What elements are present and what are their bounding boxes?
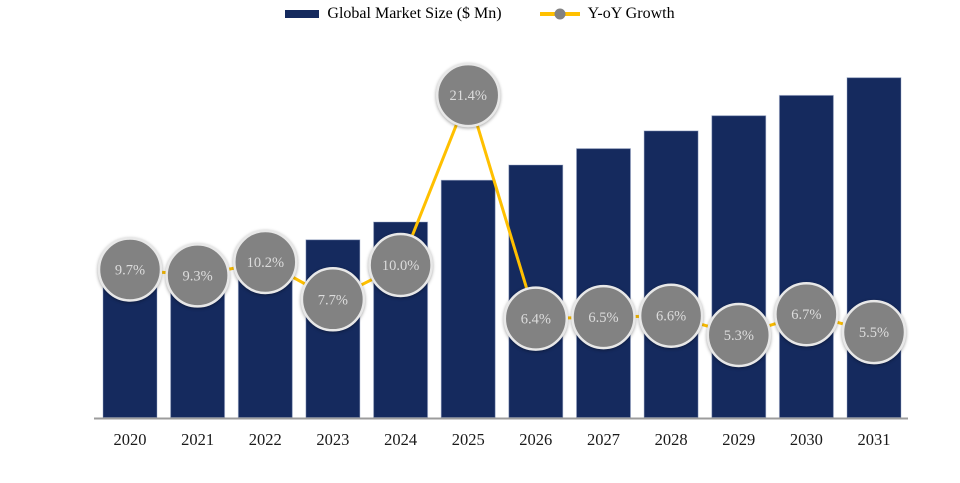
growth-bubble-2024 xyxy=(368,232,433,298)
growth-bubble-2020 xyxy=(97,237,163,302)
growth-bubble-2023 xyxy=(300,267,366,332)
growth-bubble-label-2025: 21.4% xyxy=(449,88,486,104)
x-axis-label-2023: 2023 xyxy=(316,430,349,449)
bar-2029 xyxy=(711,115,767,418)
x-axis-label-2026: 2026 xyxy=(519,430,552,449)
growth-bubble-label-2026: 6.4% xyxy=(521,312,551,328)
line-marker-dot-icon xyxy=(554,8,566,20)
line-series-marker-icon xyxy=(539,8,580,20)
growth-bubble-label-2027: 6.5% xyxy=(588,310,618,326)
x-axis-label-2030: 2030 xyxy=(790,430,823,449)
x-axis-label-2029: 2029 xyxy=(722,430,755,449)
growth-bubble-2028 xyxy=(638,283,704,348)
x-axis-label-2020: 2020 xyxy=(114,430,147,449)
legend-label-growth: Y-oY Growth xyxy=(587,5,675,22)
growth-bubble-2021 xyxy=(165,243,230,308)
x-axis-label-2024: 2024 xyxy=(384,430,417,449)
growth-bubble-label-2021: 9.3% xyxy=(182,268,212,284)
growth-bubble-2029 xyxy=(706,302,772,368)
legend-item-market-size: Global Market Size ($ Mn) xyxy=(285,5,502,23)
growth-bubble-label-2024: 10.0% xyxy=(382,258,419,274)
growth-bubble-label-2029: 5.3% xyxy=(724,328,754,344)
bar-2031 xyxy=(846,77,902,418)
chart-legend: Global Market Size ($ Mn) Y-oY Growth xyxy=(0,5,960,23)
growth-bubble-label-2030: 6.7% xyxy=(791,307,821,323)
x-axis-label-2022: 2022 xyxy=(249,430,282,449)
legend-label-market-size: Global Market Size ($ Mn) xyxy=(327,5,502,22)
bar-2028 xyxy=(643,130,699,418)
bar-series-swatch-icon xyxy=(285,10,320,18)
bar-2025 xyxy=(440,179,496,418)
x-axis-label-2025: 2025 xyxy=(452,430,485,449)
growth-bubble-label-2022: 10.2% xyxy=(247,255,284,271)
x-axis-label-2031: 2031 xyxy=(858,430,891,449)
growth-bubble-2027 xyxy=(571,284,636,350)
bar-2030 xyxy=(778,94,834,419)
x-axis-label-2021: 2021 xyxy=(181,430,214,449)
growth-bubble-label-2020: 9.7% xyxy=(115,263,145,279)
growth-bubble-label-2031: 5.5% xyxy=(859,325,889,341)
growth-bubble-label-2023: 7.7% xyxy=(318,292,348,308)
growth-bubble-label-2028: 6.6% xyxy=(656,309,686,325)
growth-bubble-2030 xyxy=(774,281,839,347)
x-axis-label-2028: 2028 xyxy=(655,430,688,449)
bar-2027 xyxy=(576,148,631,418)
x-axis-label-2027: 2027 xyxy=(587,430,620,449)
growth-bubble-2031 xyxy=(841,299,907,365)
growth-bubble-2025 xyxy=(435,62,501,128)
growth-bubble-2022 xyxy=(233,229,298,295)
legend-item-growth: Y-oY Growth xyxy=(539,5,675,23)
growth-bubble-2026 xyxy=(503,286,569,351)
bar-2020 xyxy=(102,280,158,418)
